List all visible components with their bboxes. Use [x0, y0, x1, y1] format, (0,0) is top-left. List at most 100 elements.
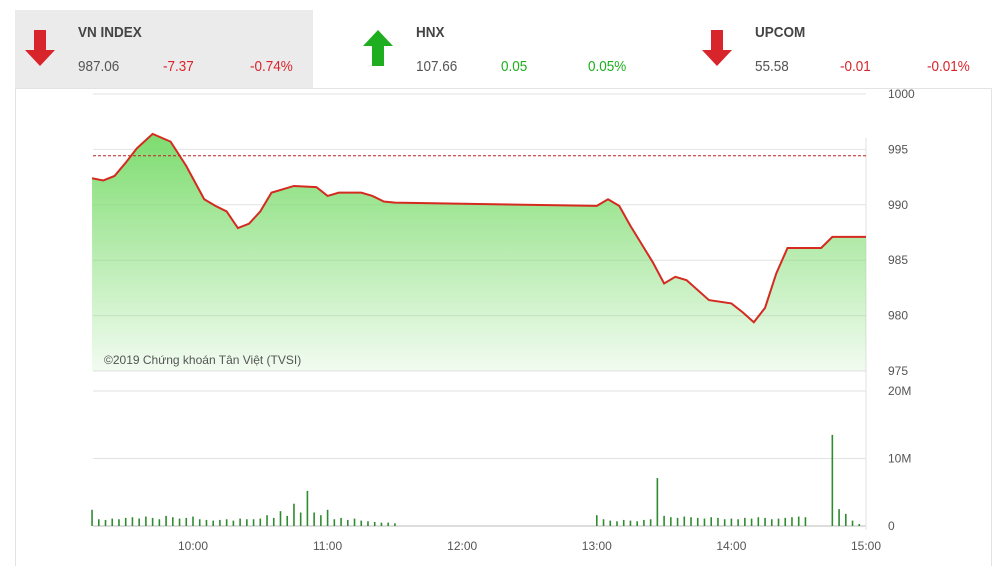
volume-bar	[104, 519, 107, 526]
volume-bar	[394, 523, 396, 526]
volume-bar	[777, 518, 780, 526]
volume-bar	[373, 521, 376, 526]
x-tick-label: 13:00	[582, 539, 612, 553]
volume-bar	[730, 518, 733, 526]
volume-bar	[676, 517, 679, 526]
volume-bar	[663, 515, 665, 526]
volume-bar	[320, 515, 322, 526]
volume-bar	[622, 519, 625, 526]
volume-bar	[596, 515, 598, 526]
volume-bar	[246, 519, 248, 526]
volume-bar	[723, 519, 726, 526]
volume-bar	[91, 509, 93, 526]
volume-bar	[831, 434, 834, 526]
volume-bar	[239, 518, 241, 526]
index-name: VN INDEX	[78, 24, 142, 41]
volume-bar	[333, 519, 336, 526]
x-tick-label: 12:00	[447, 539, 477, 553]
volume-bar	[380, 522, 383, 526]
volume-bar	[306, 490, 309, 526]
volume-bar	[717, 517, 719, 526]
index-change: -0.01	[840, 58, 871, 75]
volume-bar	[252, 519, 255, 526]
volume-bar	[636, 521, 638, 526]
volume-bar	[212, 520, 214, 526]
volume-bar	[609, 520, 612, 526]
index-change: -7.37	[163, 58, 194, 75]
volume-bar	[151, 517, 154, 526]
volume-bar	[643, 519, 645, 526]
volume-bar	[205, 519, 208, 526]
volume-bar	[225, 519, 228, 526]
index-tab-vn-index[interactable]: VN INDEX 987.06 -7.37 -0.74%	[15, 10, 313, 88]
volume-bar	[851, 520, 854, 526]
volume-bar	[165, 515, 167, 526]
index-value: 55.58	[755, 58, 789, 75]
volume-bar	[757, 517, 760, 526]
index-name: UPCOM	[755, 24, 806, 41]
volume-bar	[690, 517, 692, 526]
volume-bar	[845, 513, 847, 526]
x-tick-label: 10:00	[178, 539, 208, 553]
volume-bar	[710, 517, 713, 526]
volume-bar	[198, 519, 201, 526]
index-value: 987.06	[78, 58, 120, 75]
y-tick-label: 1000	[888, 87, 915, 101]
volume-bar	[259, 518, 262, 526]
arrow-down-icon	[25, 30, 55, 66]
volume-bar	[145, 516, 147, 526]
arrow-up-icon	[363, 30, 393, 66]
y-tick-label: 980	[888, 309, 908, 323]
volume-bar	[764, 517, 766, 526]
volume-bar	[360, 520, 363, 526]
volume-bar	[313, 512, 315, 526]
volume-bar	[629, 520, 632, 526]
volume-bar	[367, 521, 369, 526]
volume-bar	[185, 517, 188, 526]
volume-bar	[178, 518, 181, 526]
volume-bar	[670, 517, 672, 526]
x-tick-label: 15:00	[851, 539, 881, 553]
index-value: 107.66	[416, 58, 458, 75]
index-tab-upcom[interactable]: UPCOM 55.58 -0.01 -0.01%	[692, 10, 990, 88]
volume-bar	[279, 511, 282, 526]
volume-bar	[286, 515, 289, 526]
volume-bar	[858, 523, 861, 526]
volume-bar	[616, 521, 618, 526]
volume-bar	[326, 509, 329, 526]
volume-bar	[387, 522, 389, 526]
volume-bar	[118, 519, 120, 526]
volume-tick-label: 20M	[888, 384, 911, 398]
index-name: HNX	[416, 24, 445, 41]
volume-bar	[656, 478, 659, 526]
volume-bar	[602, 519, 605, 526]
volume-bar	[683, 516, 686, 526]
arrow-down-icon	[702, 30, 732, 66]
volume-bar	[266, 515, 268, 526]
volume-bar	[232, 520, 235, 526]
volume-bar	[353, 518, 356, 526]
x-tick-label: 11:00	[313, 539, 342, 553]
index-change: 0.05	[501, 58, 528, 75]
y-tick-label: 985	[888, 253, 908, 267]
volume-tick-label: 0	[888, 519, 895, 533]
volume-tick-label: 10M	[888, 452, 911, 466]
chart-frame	[15, 88, 992, 566]
index-tab-hnx[interactable]: HNX 107.66 0.05 0.05%	[353, 10, 651, 88]
volume-bar	[299, 512, 302, 526]
y-tick-label: 990	[888, 198, 908, 212]
volume-bar	[744, 517, 746, 526]
volume-bar	[124, 517, 127, 526]
volume-bar	[192, 516, 194, 526]
volume-bar	[293, 503, 295, 526]
price-area	[92, 133, 867, 371]
volume-bar	[131, 517, 134, 526]
volume-bar	[138, 518, 140, 526]
volume-bar	[97, 519, 100, 526]
y-tick-label: 995	[888, 142, 908, 156]
y-tick-label: 975	[888, 364, 908, 378]
volume-bar	[340, 517, 342, 526]
volume-bar	[804, 517, 807, 526]
index-percent: -0.01%	[927, 58, 970, 75]
